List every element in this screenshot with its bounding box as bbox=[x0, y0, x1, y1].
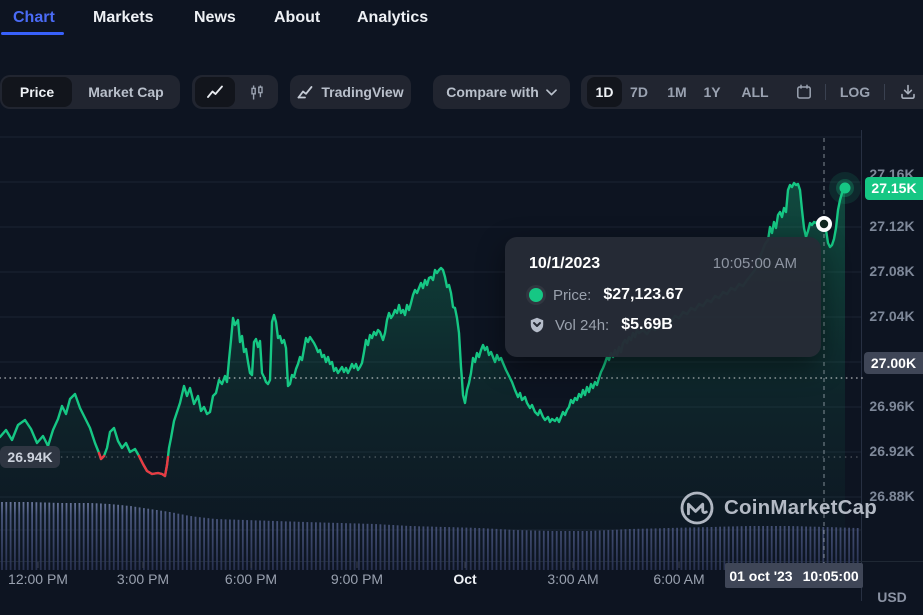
log-scale-button[interactable]: LOG bbox=[839, 84, 871, 100]
tooltip-vol-value: $5.69B bbox=[621, 316, 673, 333]
active-tab-underline bbox=[1, 32, 64, 35]
market-cap-toggle-button[interactable]: Market Cap bbox=[88, 84, 164, 100]
range-7d-button[interactable]: 7D bbox=[630, 84, 648, 100]
tab-analytics[interactable]: Analytics bbox=[357, 9, 429, 26]
tab-news[interactable]: News bbox=[194, 9, 236, 26]
tradingview-button[interactable]: TradingView bbox=[290, 75, 411, 109]
volume-shield-icon bbox=[530, 317, 544, 333]
tab-markets[interactable]: Markets bbox=[93, 9, 154, 26]
chevron-down-icon bbox=[545, 88, 557, 95]
tab-about[interactable]: About bbox=[274, 9, 321, 26]
currency-unit-label: USD bbox=[877, 589, 907, 605]
candlestick-chart-type-button[interactable] bbox=[238, 75, 275, 109]
metric-toggle-group: Price Market Cap bbox=[0, 75, 180, 109]
price-toggle-button[interactable]: Price bbox=[2, 77, 72, 107]
line-chart-icon bbox=[207, 85, 223, 98]
open-price-badge: 27.00K bbox=[864, 352, 923, 374]
calendar-button[interactable] bbox=[786, 75, 822, 109]
chart-tooltip: 10/1/2023 10:05:00 AM Price: $27,123.67 … bbox=[505, 237, 821, 357]
range-1d-button[interactable]: 1D bbox=[587, 77, 622, 107]
line-chart-type-button[interactable] bbox=[195, 77, 235, 107]
compare-with-label: Compare with bbox=[446, 84, 539, 100]
prev-close-badge: 26.94K bbox=[0, 446, 60, 468]
download-icon bbox=[901, 84, 915, 99]
range-all-button[interactable]: ALL bbox=[741, 84, 769, 100]
tooltip-time: 10:05:00 AM bbox=[712, 255, 797, 272]
tradingview-label: TradingView bbox=[321, 84, 404, 100]
tooltip-vol-label: Vol 24h: bbox=[555, 316, 610, 334]
toolbar-divider bbox=[825, 84, 826, 100]
tooltip-date: 10/1/2023 bbox=[529, 255, 601, 272]
tooltip-price-value: $27,123.67 bbox=[603, 286, 684, 303]
tab-chart[interactable]: Chart bbox=[13, 9, 55, 26]
crosshair-date: 01 oct '23 bbox=[729, 567, 793, 584]
tooltip-price-label: Price: bbox=[553, 286, 592, 304]
crosshair-time: 10:05:00 bbox=[802, 567, 859, 584]
download-button[interactable] bbox=[890, 75, 923, 109]
range-1m-button[interactable]: 1M bbox=[667, 84, 687, 100]
range-1y-button[interactable]: 1Y bbox=[703, 84, 721, 100]
chart-type-group bbox=[192, 75, 278, 109]
tradingview-icon bbox=[297, 86, 313, 99]
range-toolbar-group: 1D 7D 1M 1Y ALL LOG bbox=[581, 75, 923, 109]
calendar-icon bbox=[797, 84, 811, 99]
candlestick-icon bbox=[250, 85, 263, 99]
crosshair-time-badge: 01 oct '23 10:05:00 bbox=[725, 563, 863, 588]
top-nav: Chart Markets News About Analytics bbox=[0, 0, 923, 46]
compare-with-dropdown[interactable]: Compare with bbox=[433, 75, 570, 109]
price-dot-icon bbox=[529, 288, 543, 302]
toolbar-divider bbox=[884, 84, 885, 100]
last-price-badge: 27.15K bbox=[865, 177, 923, 200]
